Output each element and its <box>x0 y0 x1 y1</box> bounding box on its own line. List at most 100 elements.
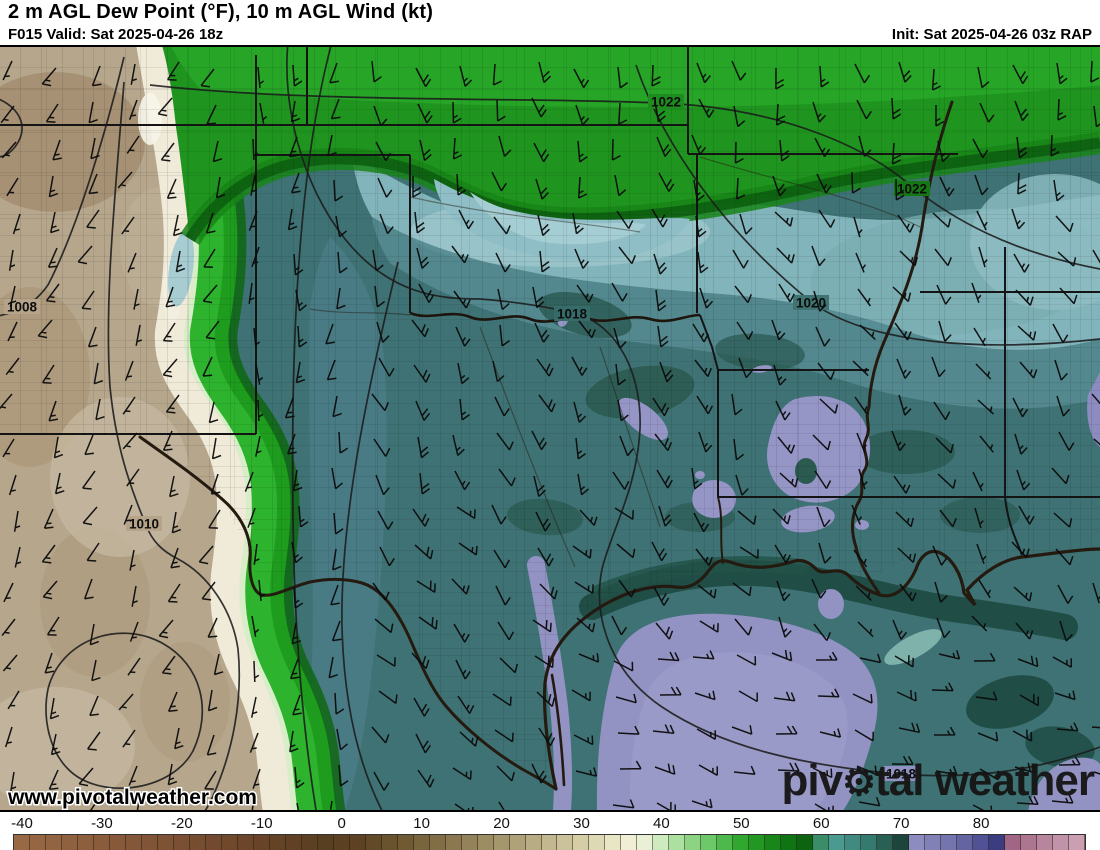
colorbar-cell <box>477 835 494 850</box>
map-canvas[interactable]: 1022 1022 1020 1018 1010 1008 1018 www.pivotalw… <box>0 45 1100 812</box>
colorbar-cell <box>733 835 750 850</box>
colorbar-tick-label: -30 <box>91 815 113 832</box>
colorbar-tick-label: -20 <box>170 815 193 832</box>
river-minor <box>479 326 576 568</box>
svg-text:1010: 1010 <box>129 517 159 532</box>
colorbar-cell <box>605 835 622 850</box>
dewpoint-wind-map[interactable]: 1022 1022 1020 1018 1010 1008 1018 www.pivotalw… <box>0 47 1100 812</box>
colorbar-cell <box>317 835 334 850</box>
page-title: 2 m AGL Dew Point (°F), 10 m AGL Wind (k… <box>8 1 434 23</box>
colorbar-cell <box>893 835 910 850</box>
isobar-contour <box>291 47 332 810</box>
colorbar-cell <box>253 835 270 850</box>
colorbar-cell <box>957 835 974 850</box>
colorbar-cell <box>637 835 654 850</box>
colorbar-cell <box>397 835 414 850</box>
colorbar-cell <box>221 835 238 850</box>
colorbar-cell <box>93 835 110 850</box>
colorbar-cell <box>381 835 398 850</box>
colorbar-cell <box>973 835 990 850</box>
colorbar-tick-label: 10 <box>413 815 430 832</box>
colorbar-cell <box>1021 835 1038 850</box>
colorbar-cell <box>989 835 1006 850</box>
river-coastline <box>138 435 558 791</box>
isobar-label: 1010 <box>126 516 162 532</box>
colorbar-cell <box>925 835 942 850</box>
isobar-contour <box>149 84 1100 270</box>
colorbar-tick-label: -40 <box>11 815 33 832</box>
colorbar-legend: -40 -30 -20 -10 0 10 20 30 40 50 60 70 80 <box>0 812 1100 850</box>
colorbar-cell <box>877 835 894 850</box>
colorbar-cell <box>413 835 430 850</box>
isobar-contour <box>286 47 1100 777</box>
isobar-label: 1018 <box>883 766 919 782</box>
wind-barbs-layer <box>0 60 1100 810</box>
watermark-url: www.pivotalweather.com <box>7 786 257 809</box>
dewpoint-fill-region <box>1028 757 1100 810</box>
colorbar-cell <box>669 835 686 850</box>
svg-text:1018: 1018 <box>886 767 917 782</box>
isobar-label: 1018 <box>554 306 590 322</box>
colorbar-cell <box>845 835 862 850</box>
colorbar-cell <box>493 835 510 850</box>
isobar-contour <box>341 261 399 810</box>
colorbar-tick-label: 60 <box>812 815 830 832</box>
colorbar-cell <box>781 835 798 850</box>
colorbar-cell <box>237 835 254 850</box>
isobar-label: 1022 <box>648 94 684 110</box>
colorbar-cell <box>45 835 62 850</box>
colorbar-cell <box>589 835 606 850</box>
colorbar-cell <box>1037 835 1054 850</box>
colorbar-tick-label: 20 <box>493 815 510 832</box>
colorbar-cell <box>525 835 542 850</box>
colorbar-cell <box>205 835 222 850</box>
colorbar-cell <box>1053 835 1069 850</box>
valid-time-label: F015 Valid: Sat 2025-04-26 18z <box>8 26 224 43</box>
colorbar-cell <box>285 835 302 850</box>
colorbar-tick-label: 0 <box>337 815 346 832</box>
pivotal-weather-logo: piv⚙tal weather <box>781 756 1094 805</box>
colorbar-cell <box>125 835 142 850</box>
colorbar-cell <box>573 835 590 850</box>
isobar-contour <box>0 98 23 158</box>
colorbar-cell <box>1069 835 1085 850</box>
init-time-label: Init: Sat 2025-04-26 03z RAP <box>891 26 1092 43</box>
colorbar-cell <box>29 835 46 850</box>
colorbar-cell <box>909 835 926 850</box>
dewpoint-fill-region <box>966 675 1054 729</box>
isobar-label: 1022 <box>894 181 930 197</box>
isobar-label: 1008 <box>4 299 40 315</box>
gear-icon: ⚙ <box>842 762 875 804</box>
colorbar-cell <box>829 835 846 850</box>
isobar-contour <box>107 81 241 810</box>
river-minor <box>409 196 641 233</box>
dewpoint-fill-region <box>818 589 844 619</box>
river-minor <box>699 156 921 228</box>
colorbar-cell <box>461 835 478 850</box>
river-coastline <box>717 496 724 564</box>
colorbar-tick-label: 70 <box>892 815 910 832</box>
colorbar <box>13 834 1086 850</box>
colorbar-cell <box>429 835 446 850</box>
river-coastline <box>850 100 954 597</box>
colorbar-cell <box>765 835 782 850</box>
colorbar-cell <box>61 835 78 850</box>
colorbar-cell <box>541 835 558 850</box>
river-coastline <box>550 673 566 787</box>
colorbar-cell <box>77 835 94 850</box>
colorbar-cell <box>1005 835 1022 850</box>
svg-text:1022: 1022 <box>897 182 927 197</box>
colorbar-cell <box>301 835 318 850</box>
svg-text:1020: 1020 <box>796 296 826 311</box>
dewpoint-fill-region <box>0 687 135 807</box>
isobar-contour <box>45 632 204 789</box>
colorbar-cell <box>349 835 366 850</box>
river-minor <box>599 346 661 528</box>
colorbar-cell <box>109 835 126 850</box>
colorbar-tick-label: -10 <box>250 815 273 832</box>
river-minor <box>309 308 411 316</box>
colorbar-cell <box>269 835 286 850</box>
header: 2 m AGL Dew Point (°F), 10 m AGL Wind (k… <box>0 0 1100 45</box>
colorbar-cell <box>445 835 462 850</box>
